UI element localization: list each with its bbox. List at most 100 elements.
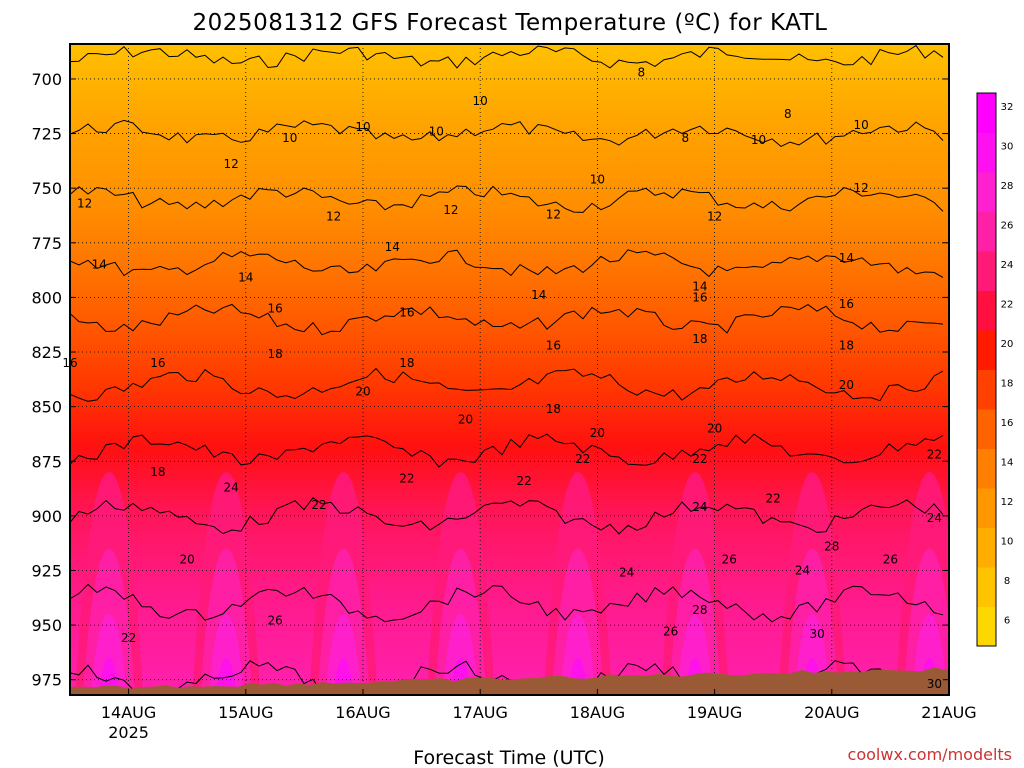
contour-label: 26 [663,625,678,639]
grid-lines [70,44,949,695]
x-tick-label: 19AUG [687,703,742,722]
colorbar-segment [977,330,996,370]
contour-label: 20 [180,553,195,567]
warm-plume-4-2 [559,614,596,695]
colorbar-tick-label: 16 [1001,418,1014,429]
colorbar-tick-label: 32 [1001,102,1014,113]
contour-label: 10 [282,131,297,145]
x-axis-label: Forecast Time (UTC) [413,747,604,768]
y-tick-label: 900 [31,507,62,526]
colorbar-tick-label: 22 [1001,300,1014,311]
contour-label: 16 [839,297,854,311]
contour-24 [70,583,944,623]
colorbar-segment [977,369,996,410]
contour-label: 10 [590,172,605,186]
contour-label: 18 [150,465,165,479]
y-tick-label: 800 [31,288,62,307]
x-tick-label: 15AUG [218,703,273,722]
contour-label: 12 [326,210,341,224]
contour-lines [70,44,944,695]
contour-12 [70,185,944,213]
colorbar-frame [976,92,997,647]
warm-plume-0-3 [99,657,120,695]
plot-frame [69,43,950,696]
colorbar-tick-label: 20 [1001,339,1014,350]
contour-label: 10 [751,133,766,147]
y-axis-ticks: 700 725 750 775 800 825 850 875 900 925 950 975 [31,70,949,690]
contour-label: 24 [927,511,942,525]
contour-label: 12 [853,181,868,195]
contour-label: 14 [238,271,253,285]
contour-label: 30 [927,677,942,691]
colorbar [976,92,997,647]
contour-label: 10 [355,120,370,134]
contour-8 [70,44,944,69]
contour-label: 8 [784,107,792,121]
warm-plume-2-2 [325,614,362,695]
contour-label: 20 [590,426,605,440]
contour-label: 22 [121,631,136,645]
colorbar-tick-label: 12 [1001,497,1014,508]
contour-label: 20 [458,413,473,427]
y-tick-label: 850 [31,398,62,417]
contour-label: 16 [692,290,707,304]
contour-10 [70,119,944,147]
contour-label: 8 [681,131,689,145]
x-tick-label: 20AUG [804,703,859,722]
contour-label: 28 [692,603,707,617]
contour-label: 26 [883,553,898,567]
contour-label: 16 [399,306,414,320]
contour-label: 24 [224,480,239,494]
contour-label: 24 [692,500,707,514]
contour-label: 18 [839,338,854,352]
contour-label: 20 [839,378,854,392]
contour-label: 20 [707,421,722,435]
colorbar-segment [977,448,996,489]
x-tick-label: 18AUG [570,703,625,722]
contour-18 [70,367,944,402]
contour-label: 12 [224,157,239,171]
contour-label: 8 [638,65,646,79]
contour-label: 16 [62,356,77,370]
contour-label: 12 [443,203,458,217]
colorbar-tick-label: 10 [1001,537,1014,548]
contour-label: 14 [839,251,854,265]
x-tick-label: 14AUG [101,703,156,722]
y-tick-label: 725 [31,125,62,144]
warm-plume-0-2 [91,614,128,695]
x-tick-sublabel: 2025 [108,723,149,742]
colorbar-tick-label: 14 [1001,458,1014,469]
contour-label: 22 [311,498,326,512]
contour-label: 24 [795,563,810,577]
x-tick-label: 17AUG [452,703,507,722]
colorbar-tick-label: 30 [1001,142,1014,153]
colorbar-segment [977,132,996,173]
warm-plume-3-2 [442,614,479,695]
colorbar-segment [977,409,996,449]
colorbar-segment [977,93,996,133]
contour-label: 18 [399,356,414,370]
contour-label: 14 [92,258,107,272]
contour-label: 10 [853,118,868,132]
contour-label: 22 [927,448,942,462]
colorbar-tick-label: 24 [1001,260,1014,271]
colorbar-tick-label: 18 [1001,379,1014,390]
contour-label: 10 [429,124,444,138]
contour-label: 14 [385,240,400,254]
contour-label: 12 [77,196,92,210]
contour-label: 14 [531,288,546,302]
colorbar-segment [977,172,996,212]
chart-title: 2025081312 GFS Forecast Temperature (ºC)… [193,10,828,36]
contour-label: 10 [473,94,488,108]
contour-label: 20 [355,384,370,398]
colorbar-segment [977,488,996,528]
contour-label: 16 [546,338,561,352]
contour-label: 12 [546,207,561,221]
contour-label: 28 [824,539,839,553]
colorbar-tick-label: 28 [1001,181,1014,192]
contour-label: 24 [619,566,634,580]
contour-label: 22 [692,452,707,466]
colorbar-tick-label: 26 [1001,221,1014,232]
colorbar-segment [977,251,996,291]
